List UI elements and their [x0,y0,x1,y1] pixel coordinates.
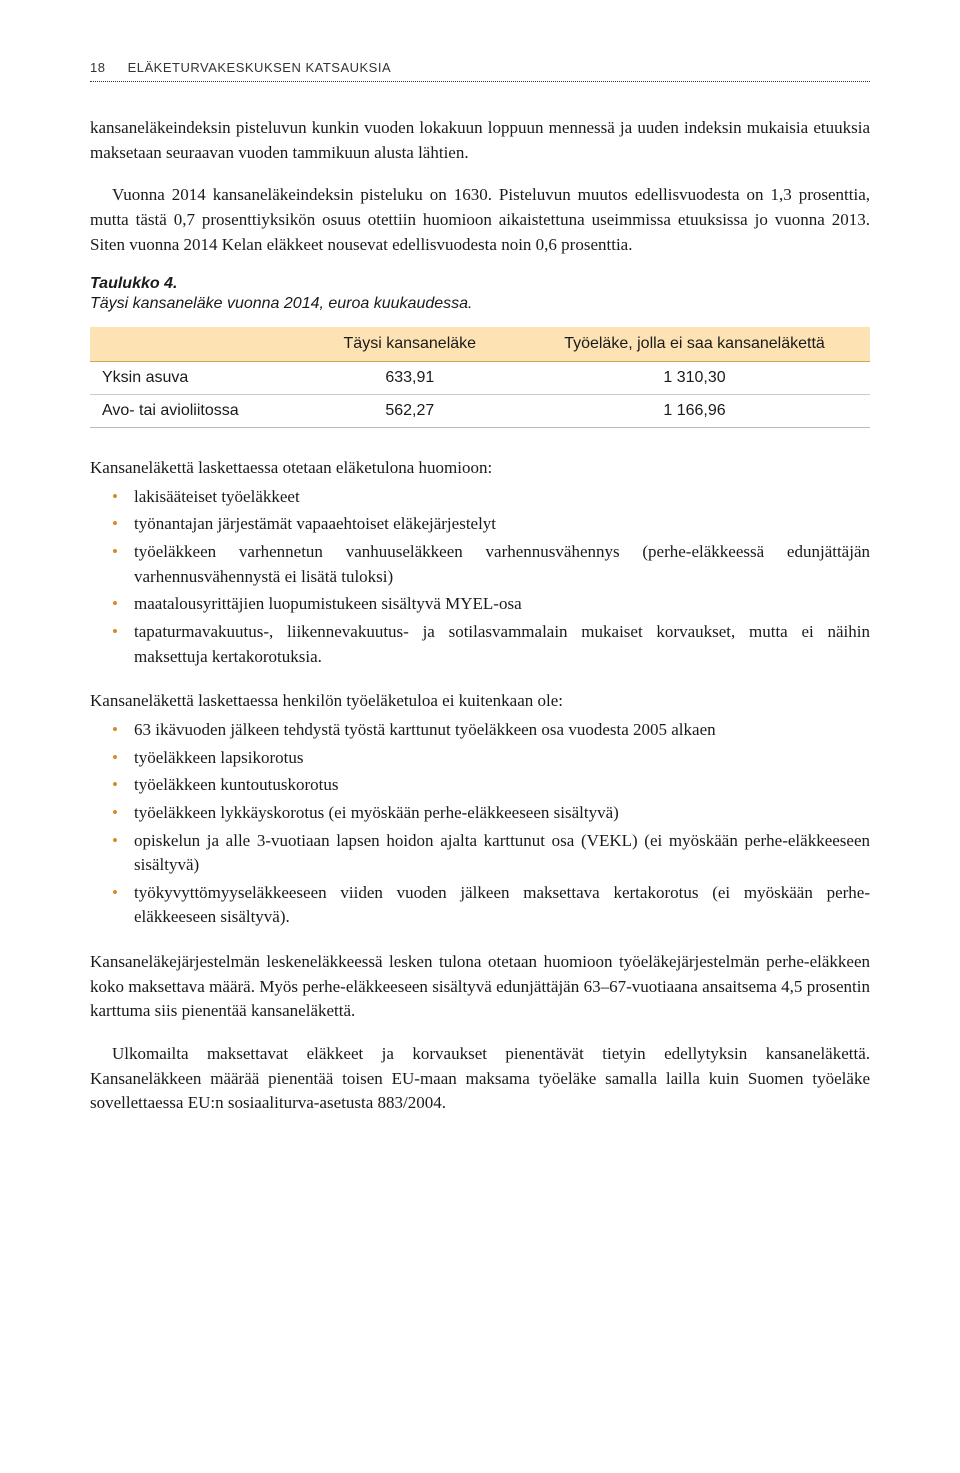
page-number: 18 [90,60,105,75]
list-item: 63 ikävuoden jälkeen tehdystä työstä kar… [134,718,870,743]
table-row: Avo- tai avioliitossa 562,27 1 166,96 [90,395,870,428]
list-item: työeläkkeen kuntoutuskorotus [134,773,870,798]
list1: lakisääteiset työeläkkeet työnantajan jä… [90,485,870,669]
list-item: opiskelun ja alle 3-vuotiaan lapsen hoid… [134,829,870,878]
table4-col2: Työeläke, jolla ei saa kansaneläkettä [519,327,870,362]
list-item: työeläkkeen lykkäyskorotus (ei myöskään … [134,801,870,826]
table4-r1-c1: 562,27 [301,395,519,428]
list-item: maatalousyrittäjien luopumistukeen sisäl… [134,592,870,617]
table4-r1-c2: 1 166,96 [519,395,870,428]
table4-col1: Täysi kansaneläke [301,327,519,362]
table-row: Yksin asuva 633,91 1 310,30 [90,362,870,395]
list-item: työnantajan järjestämät vapaaehtoiset el… [134,512,870,537]
list1-intro: Kansaneläkettä laskettaessa otetaan eläk… [90,456,870,481]
list-item: työeläkkeen lapsikorotus [134,746,870,771]
header-rule [90,81,870,82]
page: 18 ELÄKETURVAKESKUKSEN KATSAUKSIA kansan… [0,0,960,1473]
header-title: ELÄKETURVAKESKUKSEN KATSAUKSIA [128,60,392,75]
list2: 63 ikävuoden jälkeen tehdystä työstä kar… [90,718,870,930]
paragraph-2: Vuonna 2014 kansaneläkeindeksin pisteluk… [90,183,870,257]
table4-r0-c1: 633,91 [301,362,519,395]
table4-col0 [90,327,301,362]
table4-header-row: Täysi kansaneläke Työeläke, jolla ei saa… [90,327,870,362]
list2-intro: Kansaneläkettä laskettaessa henkilön työ… [90,689,870,714]
list-item: työeläkkeen varhennetun vanhuuseläkkeen … [134,540,870,589]
paragraph-3: Kansaneläkejärjestelmän leskeneläkkeessä… [90,950,870,1024]
paragraph-1: kansaneläkeindeksin pisteluvun kunkin vu… [90,116,870,165]
list-item: työkyvyttömyyseläkkeeseen viiden vuoden … [134,881,870,930]
table4-r0-c2: 1 310,30 [519,362,870,395]
table4-r0-label: Yksin asuva [90,362,301,395]
page-header: 18 ELÄKETURVAKESKUKSEN KATSAUKSIA [90,60,870,75]
table4-subtitle: Täysi kansaneläke vuonna 2014, euroa kuu… [90,295,870,313]
table4-title: Taulukko 4. [90,275,870,293]
paragraph-4: Ulkomailta maksettavat eläkkeet ja korva… [90,1042,870,1116]
list-item: tapaturmavakuutus-, liikennevakuutus- ja… [134,620,870,669]
list-item: lakisääteiset työeläkkeet [134,485,870,510]
table4: Täysi kansaneläke Työeläke, jolla ei saa… [90,327,870,428]
table4-r1-label: Avo- tai avioliitossa [90,395,301,428]
